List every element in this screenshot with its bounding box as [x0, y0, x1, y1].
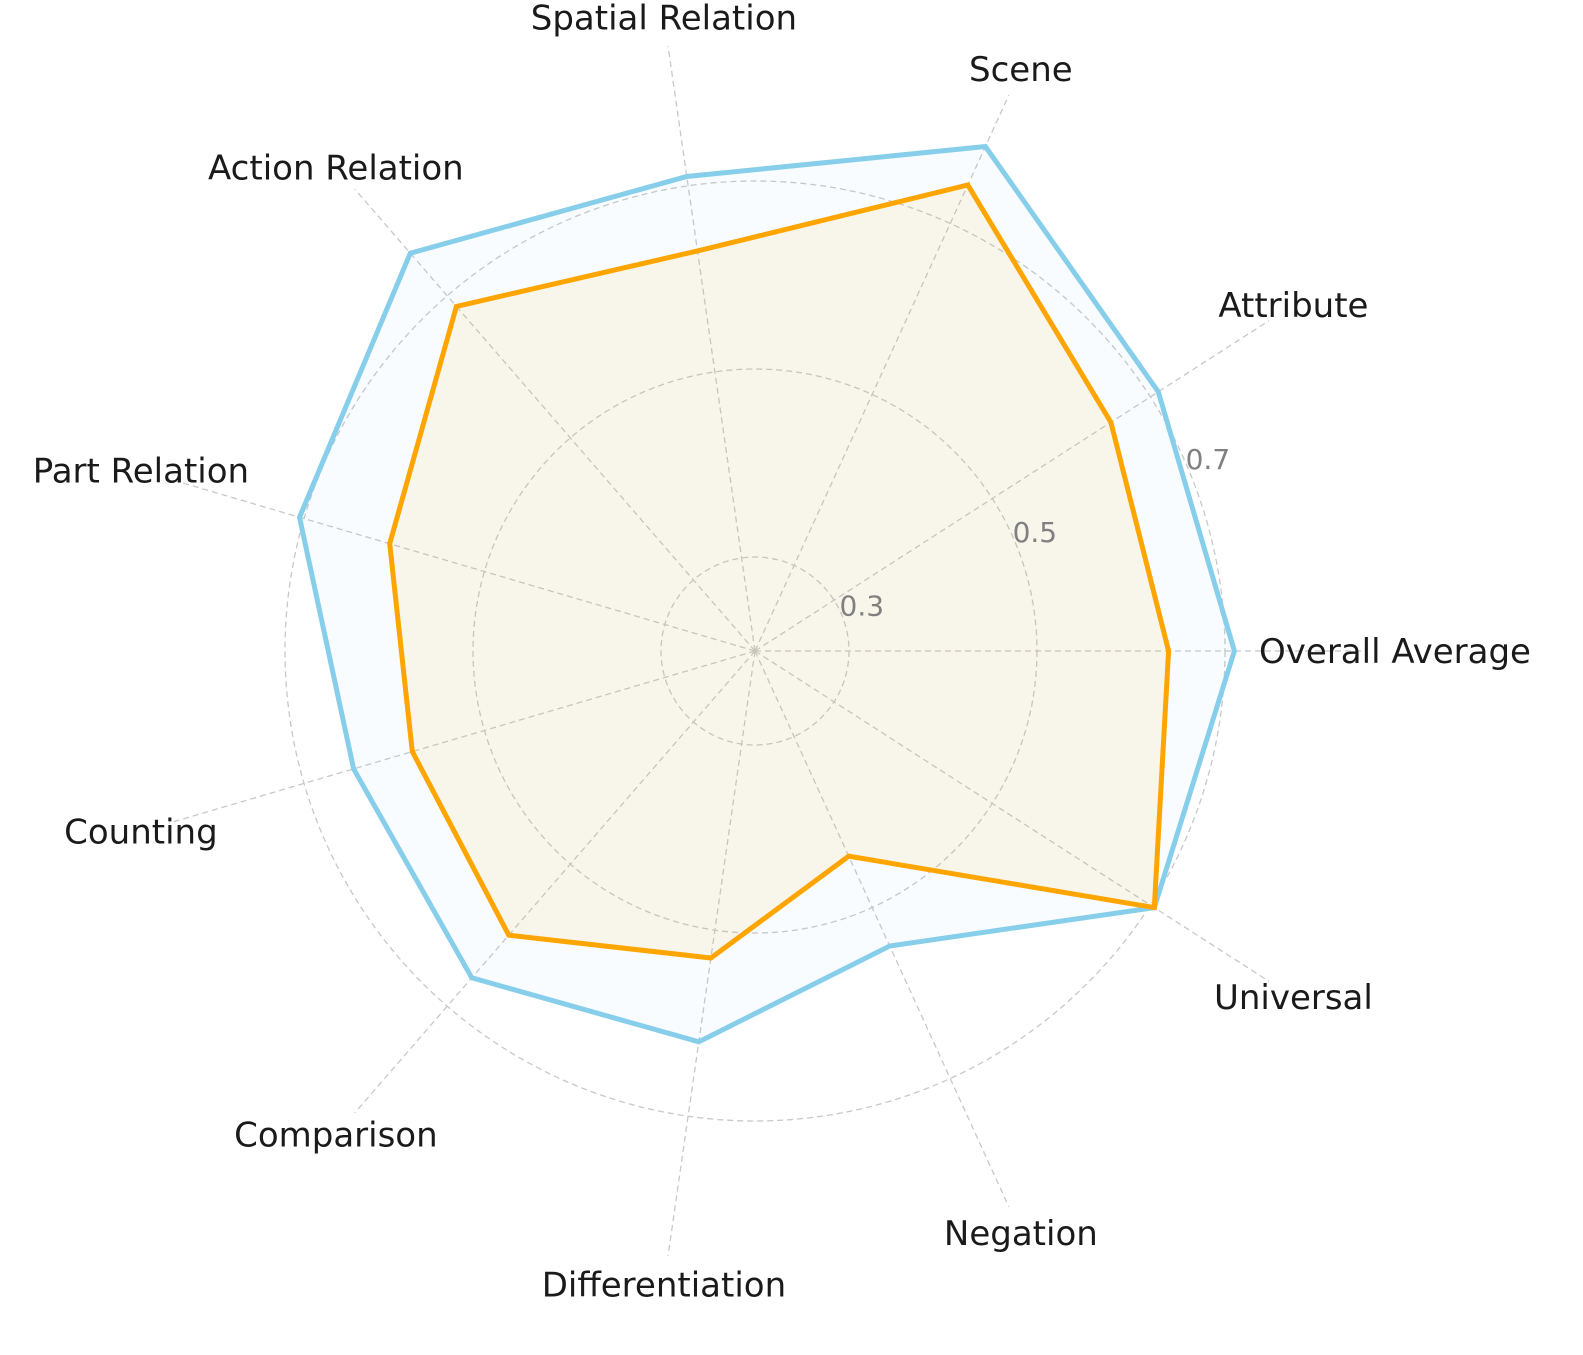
- series-1-polygon: [387, 182, 1172, 961]
- category-label: Negation: [944, 1214, 1098, 1254]
- grid: [168, 46, 1366, 1256]
- series: [296, 143, 1238, 1045]
- category-label: Scene: [969, 50, 1073, 90]
- spoke-line: [754, 650, 1010, 1208]
- spoke-line: [754, 650, 1270, 982]
- category-label: Attribute: [1218, 286, 1368, 326]
- category-label: Overall Average: [1259, 632, 1531, 672]
- spoke-line: [168, 650, 756, 824]
- category-label: Spatial Relation: [531, 0, 797, 39]
- spoke-line: [754, 94, 1010, 652]
- category-label: Differentiation: [542, 1265, 786, 1305]
- r-tick-label: 0.5: [1013, 516, 1058, 549]
- category-label: Comparison: [234, 1116, 438, 1156]
- spoke-line: [354, 188, 756, 652]
- category-label: Universal: [1214, 978, 1373, 1018]
- spoke-line: [667, 650, 756, 1256]
- spoke-line: [354, 650, 756, 1114]
- r-tick-label: 0.3: [840, 590, 885, 623]
- category-label: Part Relation: [33, 452, 249, 492]
- r-tick-label: 0.7: [1186, 443, 1231, 476]
- spoke-line: [667, 46, 756, 652]
- spoke-line: [168, 478, 756, 652]
- category-label: Action Relation: [208, 148, 464, 188]
- series-0-polygon: [296, 143, 1238, 1045]
- spoke-line: [754, 320, 1270, 652]
- category-label: Counting: [64, 812, 218, 852]
- labels: 0.3 0.5 0.7 Overall Average Attribute Scene Sp…: [33, 0, 1531, 1305]
